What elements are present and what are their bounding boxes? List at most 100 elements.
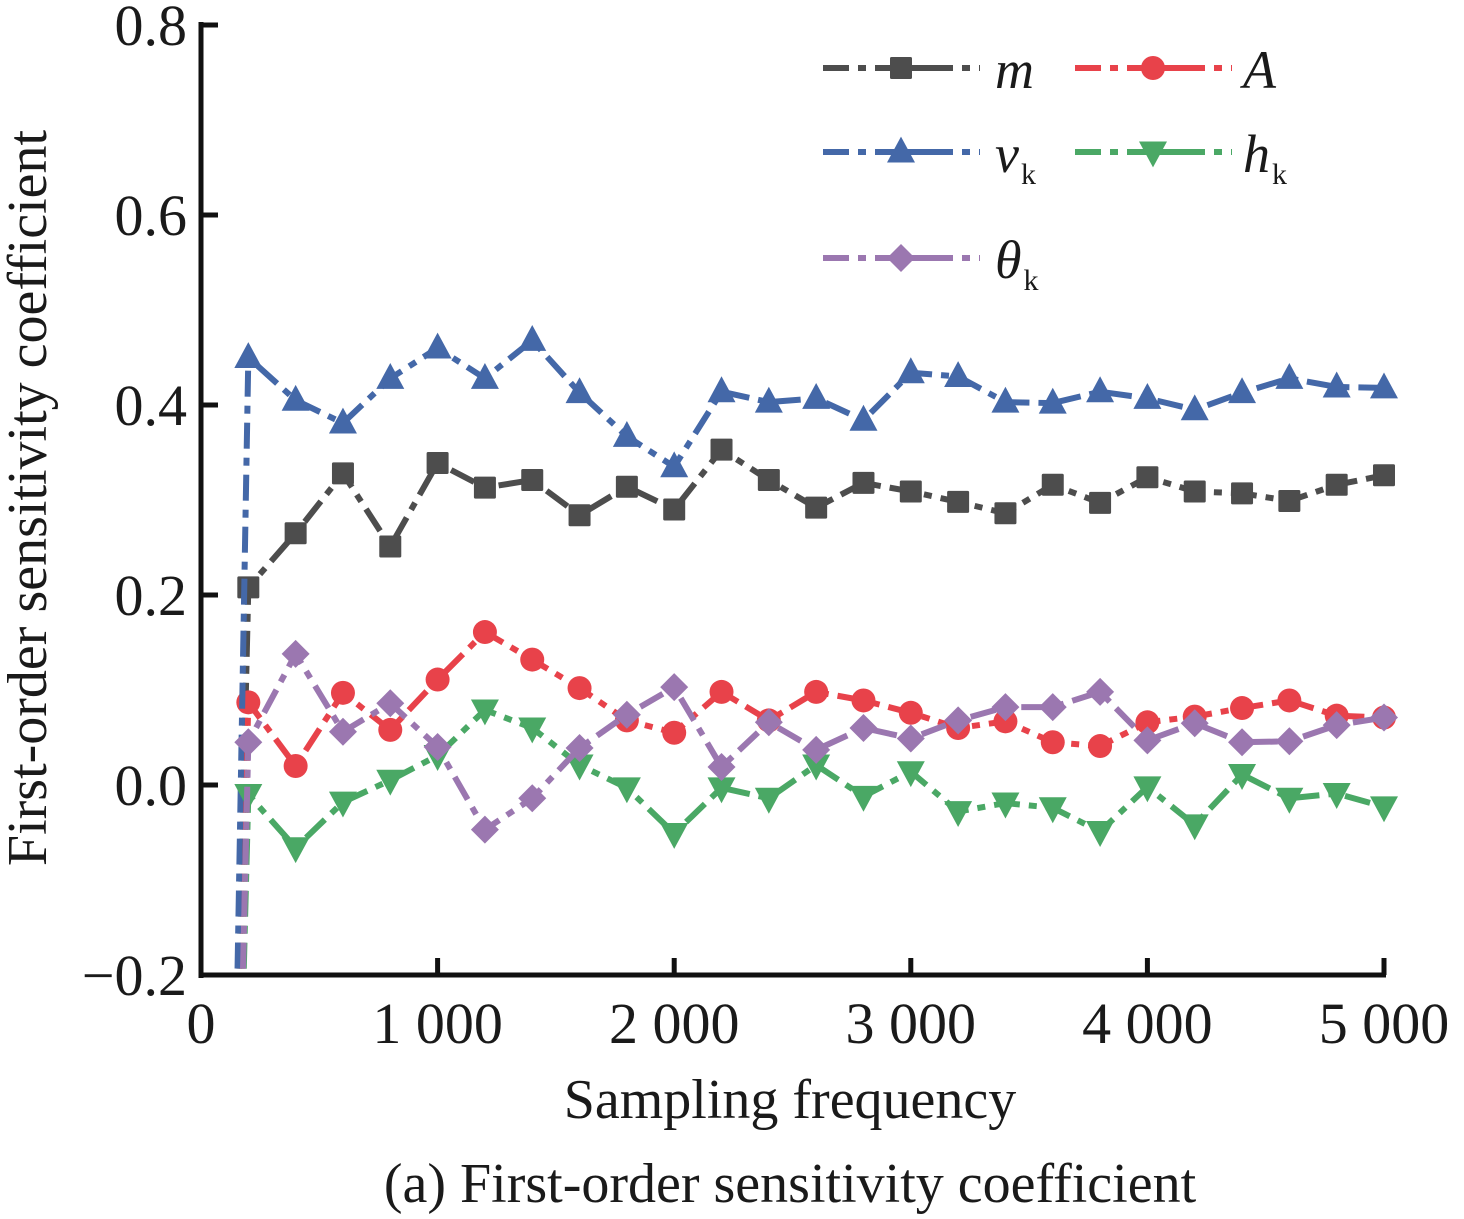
legend-label: m <box>995 40 1034 100</box>
legend-label: vk <box>995 124 1036 191</box>
data-point <box>660 673 689 702</box>
data-point <box>1038 693 1067 722</box>
data-point <box>1322 371 1351 398</box>
data-point <box>899 480 922 503</box>
data-point <box>852 471 875 494</box>
data-point <box>1088 734 1113 759</box>
legend: m Avk hk θk <box>823 40 1287 297</box>
data-point <box>328 407 357 434</box>
data-point <box>518 325 547 351</box>
data-point <box>662 720 687 745</box>
series-line <box>239 650 1385 975</box>
y-tick-label: 0.4 <box>115 373 188 438</box>
data-point <box>423 332 452 359</box>
legend-item: vk <box>823 124 1036 191</box>
data-point <box>896 761 925 788</box>
y-tick-label: 0.0 <box>115 753 188 818</box>
data-point <box>1277 688 1302 713</box>
data-point <box>754 386 783 413</box>
data-point <box>284 522 307 545</box>
data-point <box>802 382 831 409</box>
legend-item: m <box>823 40 1034 100</box>
data-point <box>518 717 547 744</box>
data-point <box>331 462 354 485</box>
y-axis-title: First-order sensitivity coefficient <box>0 130 59 867</box>
data-point <box>944 706 973 735</box>
data-point <box>237 576 260 599</box>
data-point <box>993 709 1018 734</box>
data-point <box>521 469 544 492</box>
data-point <box>376 363 405 389</box>
figure-caption: (a) First-order sensitivity coefficient <box>384 1153 1197 1215</box>
data-point <box>565 733 594 762</box>
data-point <box>328 791 357 818</box>
data-point <box>1228 764 1257 790</box>
legend-subscript: k <box>1024 264 1039 297</box>
data-point <box>473 476 496 499</box>
data-point <box>804 679 829 704</box>
data-point <box>470 815 499 844</box>
data-point <box>754 708 783 737</box>
series-3 <box>234 325 1398 975</box>
data-point <box>1322 711 1351 740</box>
data-point <box>470 699 499 726</box>
legend-label: A <box>1240 40 1277 100</box>
data-point <box>707 777 736 804</box>
data-point <box>520 647 545 672</box>
data-point <box>947 490 970 513</box>
series-4 <box>234 699 1398 975</box>
data-point <box>896 357 925 384</box>
data-point <box>1275 363 1304 389</box>
data-point <box>1086 376 1115 403</box>
data-point <box>660 822 689 849</box>
data-point <box>896 724 925 753</box>
data-point <box>1373 464 1395 487</box>
data-point <box>898 700 923 725</box>
legend-marker <box>890 57 912 79</box>
data-point <box>470 363 499 389</box>
data-point <box>568 504 591 527</box>
series-1 <box>236 438 1395 975</box>
series-5 <box>234 639 1398 975</box>
series-line <box>240 706 1385 975</box>
data-point <box>991 792 1020 819</box>
data-point <box>802 754 831 781</box>
data-point <box>518 784 547 813</box>
data-point <box>612 420 641 447</box>
data-point <box>281 384 310 411</box>
data-point <box>757 469 780 492</box>
legend-subscript: k <box>1272 158 1287 191</box>
data-point <box>944 361 973 387</box>
y-tick-label: 0.2 <box>115 563 188 628</box>
data-point <box>1325 473 1348 496</box>
data-point <box>1228 377 1257 404</box>
data-point <box>707 752 736 781</box>
data-point <box>1370 703 1398 732</box>
x-tick-label: 1 000 <box>372 991 503 1056</box>
data-point <box>376 769 405 796</box>
axes: −0.2 0.0 0.2 0.4 0.6 0.8 0 1 000 2 000 3 000 4 000… <box>82 0 1449 1056</box>
data-point <box>663 498 686 521</box>
x-tick-label: 0 <box>187 991 216 1056</box>
data-point <box>567 676 592 701</box>
series-layer <box>234 325 1398 975</box>
data-point <box>615 475 638 498</box>
legend-marker <box>887 136 915 163</box>
data-point <box>426 451 449 474</box>
data-point <box>1038 387 1067 414</box>
legend-label: θk <box>995 230 1039 297</box>
x-tick-label: 4 000 <box>1082 991 1213 1056</box>
data-point <box>1180 394 1209 421</box>
data-point <box>849 714 878 742</box>
data-point <box>234 342 263 368</box>
data-point <box>565 377 594 404</box>
data-point <box>805 496 828 519</box>
data-point <box>376 689 405 718</box>
data-point <box>1275 727 1304 756</box>
data-point <box>1231 482 1254 505</box>
data-point <box>281 837 310 864</box>
data-point <box>1370 796 1398 823</box>
data-point <box>709 679 734 704</box>
data-point <box>423 733 452 761</box>
data-point <box>849 785 878 812</box>
